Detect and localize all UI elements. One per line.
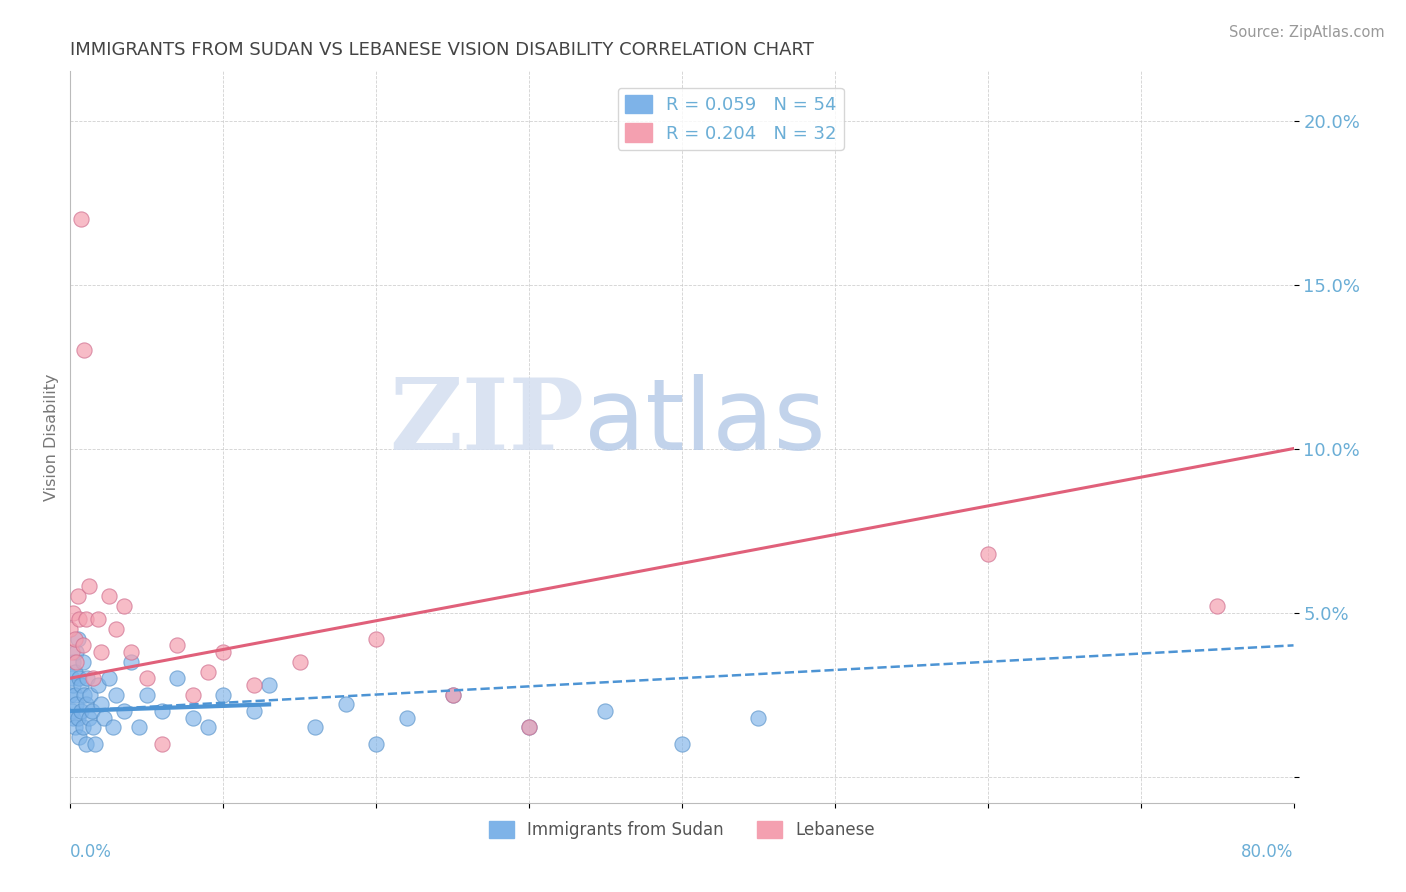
Point <box>747 710 769 724</box>
Point <box>59 622 82 636</box>
Point <box>112 704 135 718</box>
Point <box>79 688 101 702</box>
Point <box>212 688 235 702</box>
Point <box>70 704 93 718</box>
Point <box>181 688 204 702</box>
Point <box>60 671 83 685</box>
Point <box>66 710 89 724</box>
Point <box>366 737 388 751</box>
Point <box>93 710 115 724</box>
Point <box>87 612 110 626</box>
Point <box>121 645 143 659</box>
Point <box>304 720 326 734</box>
Text: atlas: atlas <box>583 374 825 471</box>
Point <box>90 698 112 712</box>
Point <box>288 655 311 669</box>
Point <box>105 622 128 636</box>
Point <box>77 579 100 593</box>
Point <box>150 737 173 751</box>
Text: 80.0%: 80.0% <box>1241 843 1294 861</box>
Point <box>62 606 84 620</box>
Point <box>65 655 87 669</box>
Point <box>366 632 388 646</box>
Point <box>101 720 124 734</box>
Point <box>70 211 93 226</box>
Point <box>72 655 94 669</box>
Text: ZIP: ZIP <box>389 374 583 471</box>
Point <box>69 671 91 685</box>
Point <box>135 688 157 702</box>
Point <box>62 678 84 692</box>
Point <box>63 720 86 734</box>
Point <box>105 688 128 702</box>
Point <box>150 704 173 718</box>
Point <box>595 704 617 718</box>
Point <box>166 638 188 652</box>
Point <box>62 655 84 669</box>
Point <box>65 698 87 712</box>
Point <box>197 665 219 679</box>
Point <box>75 698 97 712</box>
Point <box>75 737 97 751</box>
Point <box>72 720 94 734</box>
Point <box>63 688 86 702</box>
Point <box>243 704 266 718</box>
Point <box>395 710 418 724</box>
Point <box>976 547 998 561</box>
Point <box>82 720 104 734</box>
Point <box>69 730 91 744</box>
Point <box>62 710 84 724</box>
Point <box>73 343 96 358</box>
Text: IMMIGRANTS FROM SUDAN VS LEBANESE VISION DISABILITY CORRELATION CHART: IMMIGRANTS FROM SUDAN VS LEBANESE VISION… <box>70 41 814 59</box>
Point <box>72 638 94 652</box>
Point <box>63 665 86 679</box>
Point <box>97 671 120 685</box>
Point <box>181 710 204 724</box>
Point <box>517 720 540 734</box>
Point <box>60 704 83 718</box>
Text: 0.0%: 0.0% <box>70 843 112 861</box>
Point <box>671 737 693 751</box>
Point <box>83 737 105 751</box>
Point <box>77 710 100 724</box>
Point <box>69 612 91 626</box>
Point <box>87 678 110 692</box>
Text: Source: ZipAtlas.com: Source: ZipAtlas.com <box>1229 25 1385 40</box>
Point <box>112 599 135 613</box>
Point <box>90 645 112 659</box>
Point <box>65 645 87 659</box>
Point <box>166 671 188 685</box>
Point <box>82 671 104 685</box>
Point <box>70 678 93 692</box>
Point <box>63 632 86 646</box>
Point <box>128 720 150 734</box>
Point <box>335 698 357 712</box>
Y-axis label: Vision Disability: Vision Disability <box>44 374 59 500</box>
Point <box>73 688 96 702</box>
Point <box>1206 599 1229 613</box>
Point <box>75 612 97 626</box>
Point <box>212 645 235 659</box>
Legend: Immigrants from Sudan, Lebanese: Immigrants from Sudan, Lebanese <box>482 814 882 846</box>
Point <box>80 704 103 718</box>
Point <box>135 671 157 685</box>
Point <box>257 678 280 692</box>
Point <box>517 720 540 734</box>
Point <box>197 720 219 734</box>
Point <box>66 632 89 646</box>
Point <box>243 678 266 692</box>
Point <box>60 645 83 659</box>
Point <box>76 671 98 685</box>
Point <box>441 688 464 702</box>
Point <box>97 589 120 603</box>
Point <box>66 589 89 603</box>
Point <box>121 655 143 669</box>
Point <box>59 688 82 702</box>
Point <box>441 688 464 702</box>
